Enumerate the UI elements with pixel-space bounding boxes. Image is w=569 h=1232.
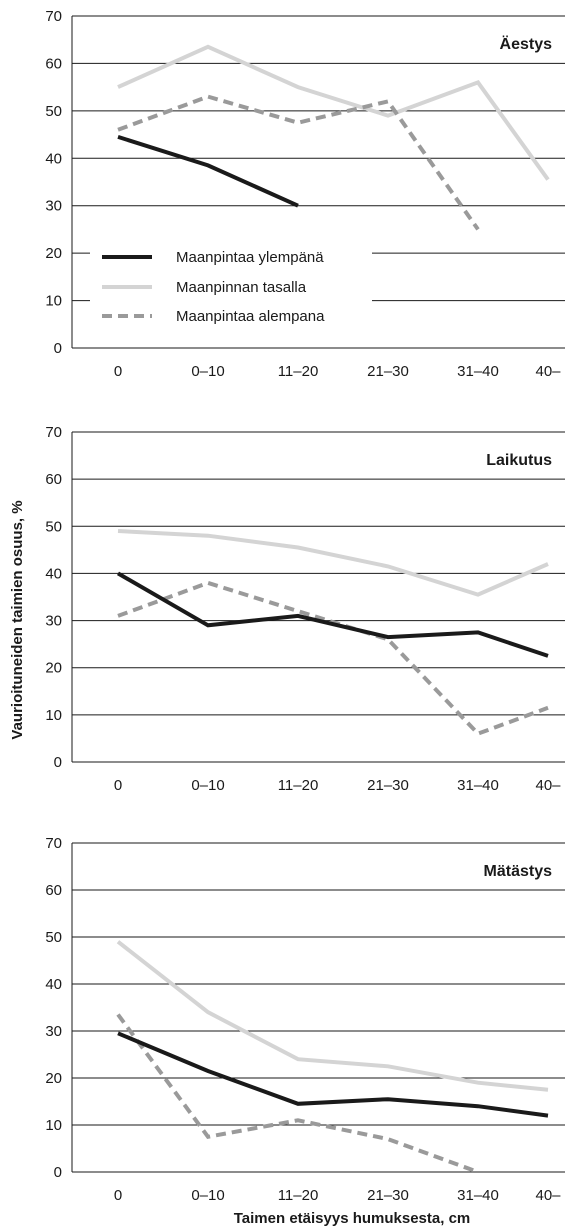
y-axis-label: Vaurioituneiden taimien osuus, % — [9, 500, 26, 739]
y-tick-label: 30 — [45, 198, 62, 215]
y-tick-label: 70 — [45, 8, 62, 25]
legend-entry: Maanpinnan tasalla — [176, 279, 307, 296]
legend-entry: Maanpintaa ylempänä — [176, 249, 324, 266]
y-tick-label: 40 — [45, 565, 62, 582]
y-tick-label: 0 — [54, 340, 62, 357]
y-tick-label: 70 — [45, 424, 62, 441]
y-tick-label: 20 — [45, 1070, 62, 1087]
y-tick-label: 50 — [45, 518, 62, 535]
x-tick-label: 0 — [114, 1187, 122, 1204]
y-tick-label: 20 — [45, 660, 62, 677]
x-tick-label: 40– — [535, 1187, 561, 1204]
y-tick-label: 30 — [45, 613, 62, 630]
series-line — [117, 571, 549, 658]
legend: Maanpintaa ylempänä Maanpinnan tasalla Maa… — [90, 238, 372, 336]
y-tick-label: 10 — [45, 1117, 62, 1134]
y-tick-label: 10 — [45, 707, 62, 724]
series-line — [117, 44, 550, 181]
x-tick-label: 0–10 — [191, 1187, 224, 1204]
series-line — [116, 940, 549, 1092]
x-tick-label: 40– — [535, 363, 561, 380]
series-line — [117, 529, 549, 597]
series-line — [117, 1031, 549, 1118]
x-tick-label: 0 — [114, 363, 122, 380]
x-tick-label: 31–40 — [457, 777, 499, 794]
x-tick-label: 21–30 — [367, 1187, 409, 1204]
panel-title: Mätästys — [484, 863, 553, 880]
x-tick-label: 21–30 — [367, 777, 409, 794]
y-tick-label: 50 — [45, 929, 62, 946]
x-tick-label: 0 — [114, 777, 122, 794]
panel-title: Äestys — [500, 35, 553, 53]
x-tick-label: 0–10 — [191, 777, 224, 794]
x-axis-label: Taimen etäisyys humuksesta, cm — [234, 1210, 471, 1227]
y-tick-label: 50 — [45, 103, 62, 120]
x-tick-label: 31–40 — [457, 1187, 499, 1204]
y-tick-label: 60 — [45, 55, 62, 72]
chart-panel-3: 0 10 20 30 40 50 60 70 0 0–10 11–20 21–30 31–40 40– Mä… — [45, 835, 565, 1204]
y-tick-label: 60 — [45, 471, 62, 488]
panel-title: Laikutus — [486, 452, 552, 469]
x-tick-label: 11–20 — [278, 1187, 319, 1204]
y-tick-label: 40 — [45, 976, 62, 993]
y-tick-label: 10 — [45, 293, 62, 310]
series-line — [117, 94, 480, 231]
y-tick-label: 40 — [45, 150, 62, 167]
chart-panel-2: 0 10 20 30 40 50 60 70 0 0–10 11–20 21–30 31–40 40– La… — [45, 424, 565, 794]
y-tick-label: 0 — [54, 754, 62, 771]
x-tick-label: 21–30 — [367, 363, 409, 380]
x-tick-label: 11–20 — [278, 777, 319, 794]
y-tick-label: 20 — [45, 245, 62, 262]
y-tick-label: 30 — [45, 1023, 62, 1040]
series-line — [117, 134, 299, 208]
y-tick-label: 60 — [45, 882, 62, 899]
x-tick-label: 31–40 — [457, 363, 499, 380]
legend-entry: Maanpintaa alempana — [176, 308, 325, 325]
y-tick-label: 70 — [45, 835, 62, 852]
chart-panel-1: 0 10 20 30 40 50 60 70 0 0–10 11–20 21–30 31–40 40– Äe… — [45, 8, 565, 380]
x-tick-label: 11–20 — [278, 363, 319, 380]
x-tick-label: 0–10 — [191, 363, 224, 380]
x-tick-label: 40– — [535, 777, 561, 794]
series-line — [117, 580, 549, 737]
series-line — [116, 1013, 479, 1174]
y-tick-label: 0 — [54, 1164, 62, 1181]
